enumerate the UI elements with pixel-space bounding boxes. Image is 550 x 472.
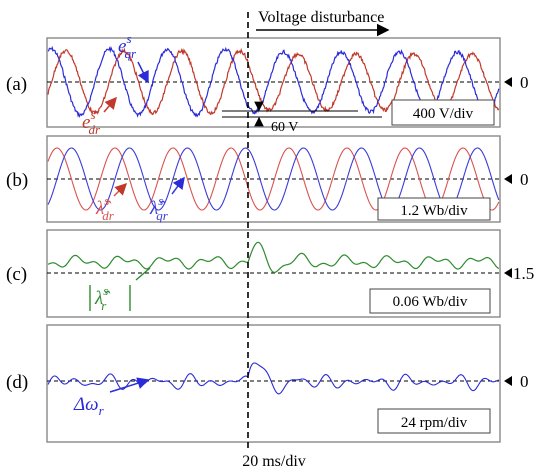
waveform-lambda-dr — [47, 147, 500, 211]
panel-a-ref-label: 0 — [520, 73, 529, 92]
panel-c-letter: (c) — [6, 264, 27, 285]
panel-d-scale-box — [377, 408, 491, 434]
panel-b-scale: 1.2 Wb/div — [400, 203, 468, 219]
arrow-lambda-r — [135, 267, 151, 281]
time-scale-label: 20 ms/div — [242, 453, 306, 470]
label-lambda-dr: λ̂s dr — [95, 193, 115, 223]
panel-b-ref-label: 0 — [520, 170, 529, 189]
panel-b-letter: (b) — [6, 170, 28, 191]
waveform-e-dr — [47, 47, 500, 116]
waveform-lambda-qr — [47, 147, 500, 211]
panel-d-ref-marker-icon — [504, 376, 512, 386]
label-e-qr: es qr — [118, 31, 137, 61]
panel-a-scale: 400 V/div — [413, 106, 474, 122]
panel-d-ref-label: 0 — [520, 372, 529, 391]
label-lambda-r: λ̂s r — [94, 283, 111, 313]
waveform-lambda-r-magnitude — [47, 241, 500, 273]
arrow-lambda-qr — [171, 176, 185, 195]
panel-a-scale-box — [391, 99, 495, 126]
panel-a-letter: (a) — [6, 74, 27, 95]
panel-a-ref-marker-icon — [504, 77, 512, 87]
panel-d-scale: 24 rpm/div — [401, 415, 468, 431]
arrow-e-dr — [103, 96, 117, 113]
panel-b-scale-box — [377, 197, 491, 221]
label-e-dr: es dr — [82, 107, 101, 137]
level-annotation: 60 V — [271, 120, 298, 135]
panel-c-scale-box — [369, 288, 491, 314]
panel-d-frame — [46, 324, 501, 443]
arrow-delta-omega-r — [109, 377, 150, 393]
panel-d-letter: (d) — [6, 372, 28, 393]
waveform-delta-omega-r — [47, 362, 500, 395]
arrow-e-qr — [137, 61, 149, 84]
panel-c-scale: 0.06 Wb/div — [393, 294, 468, 310]
label-delta-omega-r: Δωr — [73, 394, 105, 418]
label-lambda-qr: λ̂s qr — [149, 193, 169, 223]
panel-c-ref-marker-icon — [504, 268, 512, 278]
panel-b-ref-marker-icon — [504, 174, 512, 184]
arrow-lambda-dr — [113, 182, 128, 197]
panel-c-ref-label: 1.5 — [513, 264, 534, 283]
disturbance-label: Voltage disturbance — [258, 9, 384, 26]
